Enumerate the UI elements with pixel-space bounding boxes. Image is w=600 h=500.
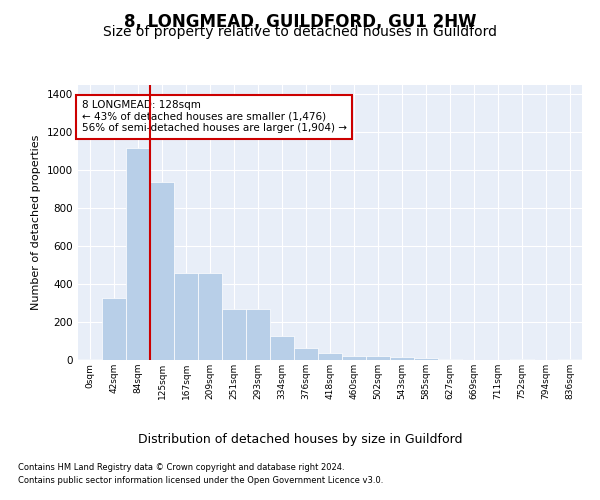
Text: Distribution of detached houses by size in Guildford: Distribution of detached houses by size …: [138, 432, 462, 446]
Bar: [558, 359, 582, 360]
Text: Contains HM Land Registry data © Crown copyright and database right 2024.: Contains HM Land Registry data © Crown c…: [18, 462, 344, 471]
Bar: [102, 298, 126, 360]
Bar: [126, 148, 150, 360]
Bar: [414, 358, 438, 360]
Bar: [174, 273, 198, 360]
Bar: [390, 357, 414, 360]
Bar: [198, 273, 222, 360]
Bar: [294, 348, 318, 360]
Bar: [246, 309, 270, 360]
Text: 8, LONGMEAD, GUILDFORD, GU1 2HW: 8, LONGMEAD, GUILDFORD, GU1 2HW: [124, 12, 476, 30]
Bar: [366, 356, 390, 360]
Bar: [342, 356, 366, 360]
Y-axis label: Number of detached properties: Number of detached properties: [31, 135, 41, 310]
Bar: [78, 359, 102, 360]
Bar: [438, 359, 462, 360]
Text: Size of property relative to detached houses in Guildford: Size of property relative to detached ho…: [103, 25, 497, 39]
Bar: [150, 182, 174, 360]
Bar: [270, 336, 294, 360]
Text: Contains public sector information licensed under the Open Government Licence v3: Contains public sector information licen…: [18, 476, 383, 485]
Bar: [222, 309, 246, 360]
Text: 8 LONGMEAD: 128sqm
← 43% of detached houses are smaller (1,476)
56% of semi-deta: 8 LONGMEAD: 128sqm ← 43% of detached hou…: [82, 100, 347, 134]
Bar: [318, 354, 342, 360]
Bar: [510, 359, 534, 360]
